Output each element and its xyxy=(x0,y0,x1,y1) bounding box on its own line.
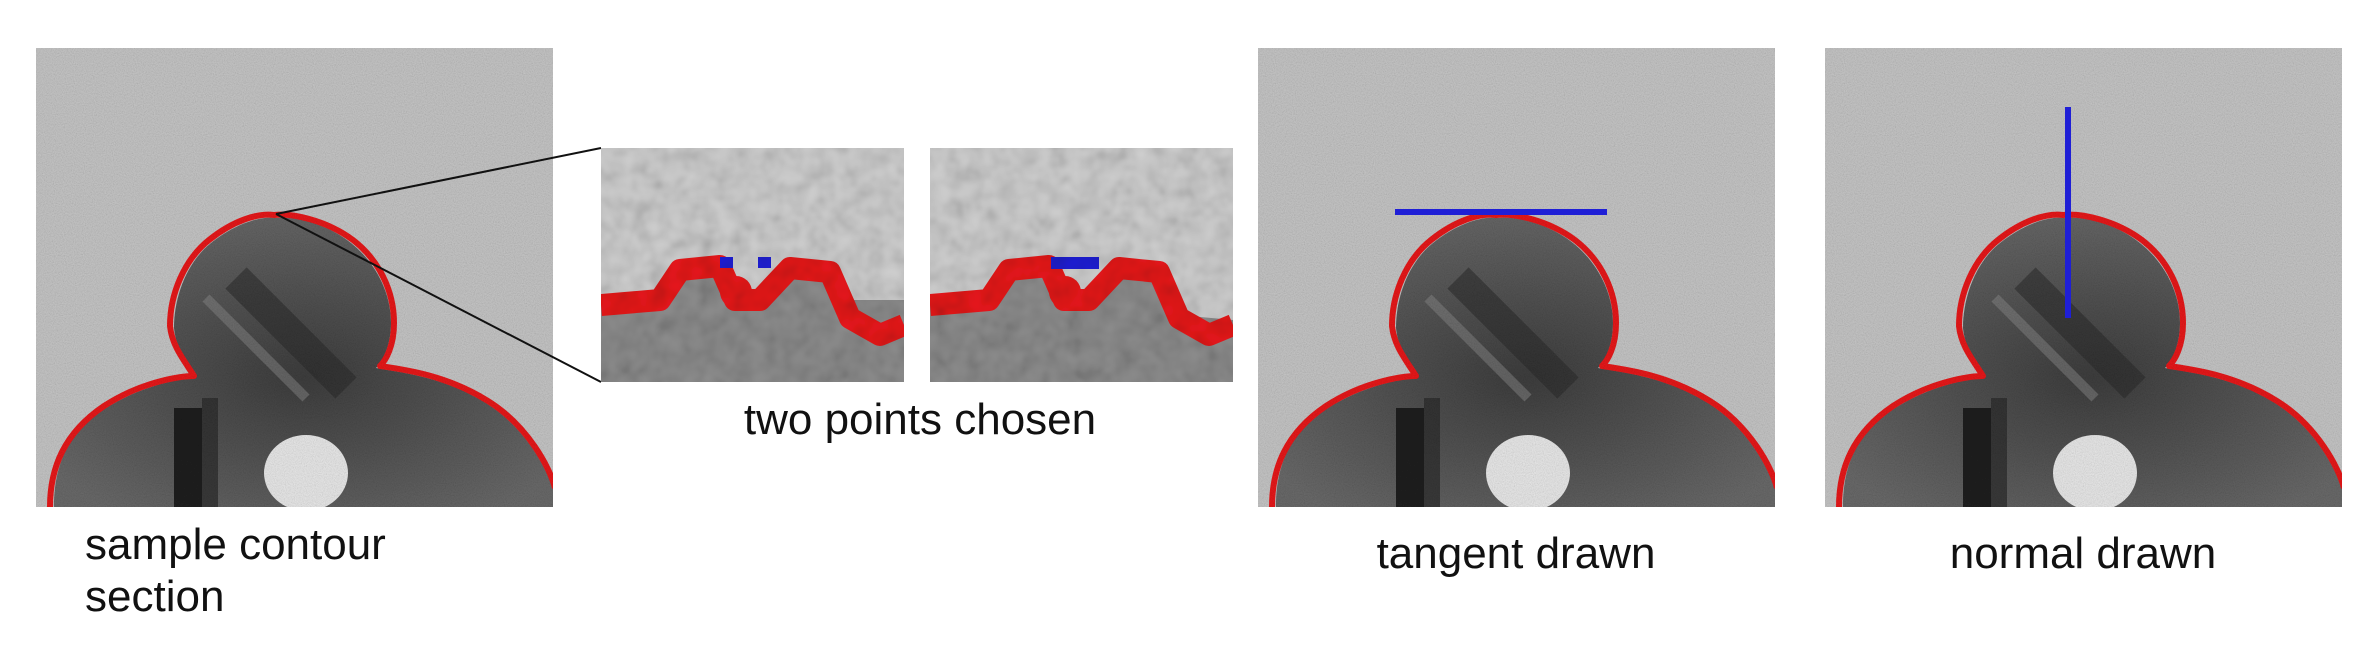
zoom-panel-segment xyxy=(930,148,1233,382)
sample-contour-panel xyxy=(36,48,555,511)
caption-normal: normal drawn xyxy=(1949,529,2217,578)
caption-sample-contour: sample contour section xyxy=(85,520,386,621)
zoom-lines xyxy=(275,147,602,383)
normal-panel xyxy=(1825,48,2344,511)
tangent-panel xyxy=(1258,48,1777,511)
point-marker xyxy=(758,257,771,268)
caption-two-points: two points chosen xyxy=(743,395,1097,444)
point-marker xyxy=(720,257,733,268)
caption-tangent: tangent drawn xyxy=(1376,529,1656,578)
zoom-panel-points xyxy=(601,148,904,382)
segment-marker xyxy=(1051,257,1099,269)
